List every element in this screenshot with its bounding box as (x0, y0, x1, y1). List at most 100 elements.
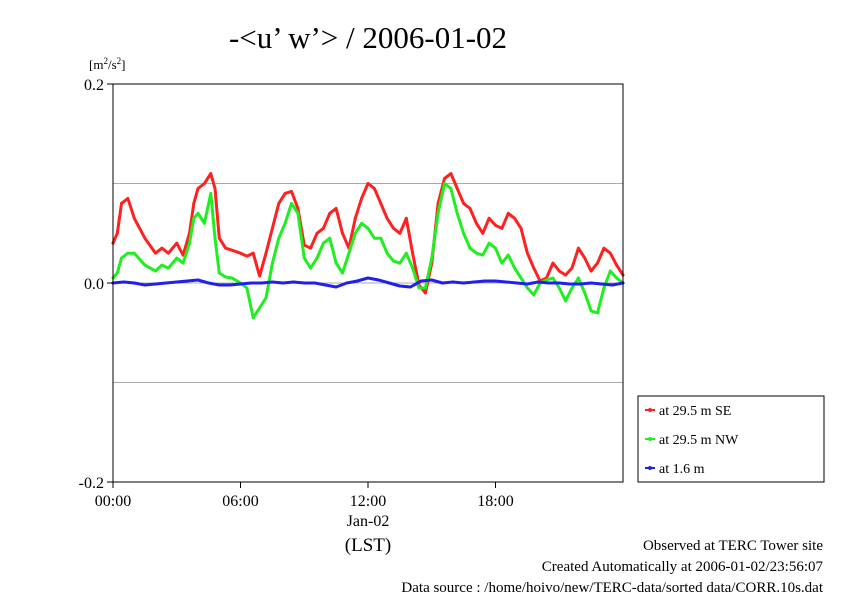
data-point (576, 276, 580, 280)
data-point (404, 251, 408, 255)
legend-box (637, 395, 825, 483)
data-point (506, 253, 510, 257)
data-point (224, 275, 228, 279)
data-point (143, 236, 147, 240)
data-point (515, 281, 519, 285)
data-point (296, 211, 300, 215)
data-point (568, 282, 572, 286)
data-point (583, 256, 587, 260)
data-point (487, 216, 491, 220)
data-point (589, 281, 593, 285)
data-point (398, 284, 402, 288)
data-point (143, 283, 147, 287)
data-point (321, 226, 325, 230)
data-point (474, 251, 478, 255)
data-point (192, 216, 196, 220)
data-point (122, 280, 126, 284)
data-point (270, 226, 274, 230)
data-point (334, 261, 338, 265)
data-point (341, 231, 344, 235)
x-tick-label: 00:00 (95, 493, 131, 510)
data-point (175, 280, 179, 284)
data-point (570, 266, 574, 270)
data-point (411, 266, 415, 270)
data-point (366, 182, 370, 185)
data-point (181, 261, 185, 265)
data-point (455, 187, 459, 190)
data-point (481, 253, 485, 257)
legend-marker (648, 466, 652, 470)
data-point (536, 280, 540, 284)
data-point (557, 269, 561, 273)
data-point (302, 256, 306, 260)
data-point (366, 276, 370, 280)
data-point (245, 286, 249, 290)
data-point (449, 172, 453, 175)
x-tick-label: 18:00 (477, 493, 513, 510)
data-point (532, 293, 536, 297)
data-point (576, 246, 580, 250)
data-point (143, 263, 147, 267)
data-point (239, 282, 242, 286)
x-axis-label: (LST) (345, 535, 391, 556)
data-point (264, 251, 268, 255)
data-point (277, 202, 281, 205)
data-point (192, 202, 196, 205)
data-point (557, 286, 561, 290)
data-point (154, 269, 157, 273)
data-point (494, 223, 497, 227)
data-point (551, 261, 555, 265)
data-point (436, 211, 440, 215)
data-point (379, 202, 383, 205)
footer-observed: Observed at TERC Tower site (643, 538, 823, 554)
data-point (302, 281, 306, 285)
data-point (387, 281, 391, 285)
data-point (132, 216, 136, 220)
legend-label: at 29.5 m NW (659, 433, 739, 448)
data-point (166, 266, 170, 270)
legend-label: at 1.6 m (659, 462, 705, 477)
data-point (481, 231, 485, 235)
data-point (277, 236, 281, 240)
data-point (132, 281, 136, 285)
data-point (281, 281, 285, 285)
data-point (239, 251, 242, 255)
data-point (228, 283, 232, 287)
data-point (557, 281, 561, 285)
data-point (589, 309, 593, 313)
data-point (551, 276, 555, 280)
data-point (209, 172, 213, 175)
data-point (506, 211, 510, 215)
data-point (290, 190, 293, 193)
data-point (398, 231, 402, 235)
data-point (589, 269, 593, 273)
data-point (213, 236, 217, 240)
data-point (341, 271, 344, 275)
data-point (315, 231, 319, 235)
data-point (260, 281, 264, 285)
data-point (175, 241, 179, 245)
data-point (504, 280, 508, 284)
data-point (462, 281, 466, 285)
data-point (462, 202, 466, 205)
data-point (579, 282, 582, 286)
data-point (519, 276, 523, 280)
data-point (583, 291, 587, 295)
data-point (392, 226, 395, 230)
data-point (196, 187, 200, 190)
data-point (126, 197, 130, 200)
data-point (328, 236, 332, 240)
data-point (334, 206, 338, 210)
data-point (483, 279, 487, 283)
data-point (472, 280, 476, 284)
data-point (245, 254, 249, 258)
data-point (377, 278, 381, 282)
data-point (547, 281, 551, 285)
data-point (564, 299, 568, 303)
data-point (353, 216, 357, 220)
data-point (154, 251, 157, 255)
data-point (423, 291, 427, 295)
data-point (532, 266, 536, 270)
chart-title: -<u’ w’> / 2006-01-02 (229, 20, 507, 55)
data-point (270, 261, 274, 265)
